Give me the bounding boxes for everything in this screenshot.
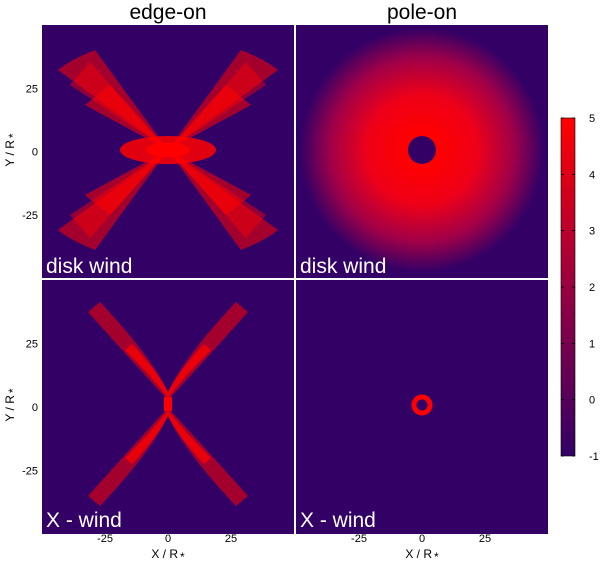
x-tick-label: 25 <box>479 533 491 545</box>
panel-label-x-wind-edge-on: X - wind <box>46 509 122 532</box>
colorbar-tick-label: 0 <box>589 395 595 407</box>
x-axis-label-left: X / R * <box>151 547 185 564</box>
y-tick-label: -25 <box>22 466 38 478</box>
x-wind-pole-on-emission <box>411 394 433 416</box>
colorbar-tick-label: 4 <box>589 169 595 181</box>
colorbar-tick-label: 1 <box>589 338 595 350</box>
x-axis-ticks: -25 0 25 -25 0 25 <box>97 533 491 545</box>
y-tick-label: -25 <box>22 210 38 222</box>
x-tick-label: -25 <box>351 533 367 545</box>
horizontal-separator <box>42 278 548 280</box>
disk-wind-pole-on-emission <box>300 28 544 272</box>
colorbar-tick-label: -1 <box>589 451 599 463</box>
y-tick-label: 25 <box>26 339 38 351</box>
disk-wind-edge-on-emission <box>58 50 278 250</box>
x-tick-label: 0 <box>165 533 171 545</box>
y-tick-label: 0 <box>32 402 38 414</box>
colorbar-tick-label: 2 <box>589 282 595 294</box>
central-hole <box>408 136 436 164</box>
column-title-pole-on: pole-on <box>387 1 457 24</box>
emission-ring <box>411 394 433 416</box>
panel-label-disk-wind-edge-on: disk wind <box>46 255 132 278</box>
colorbar-tick-label: 3 <box>589 226 595 238</box>
panel-label-x-wind-pole-on: X - wind <box>300 509 376 532</box>
panel-label-disk-wind-pole-on: disk wind <box>300 255 386 278</box>
y-axis-label-top: Y / R* <box>3 133 20 166</box>
x-tick-label: -25 <box>97 533 113 545</box>
panel-x-wind-pole-on <box>296 280 548 534</box>
y-axis-label-bottom: Y / R* <box>3 388 20 421</box>
y-axis-ticks: 25 0 -25 25 0 -25 <box>22 83 38 477</box>
x-tick-label: 25 <box>225 533 237 545</box>
y-tick-label: 25 <box>26 83 38 95</box>
x-axis-label-right: X / R * <box>405 547 439 564</box>
x-wind-edge-on-emission <box>88 302 248 506</box>
y-tick-label: 0 <box>32 147 38 159</box>
x-tick-label: 0 <box>419 533 425 545</box>
colorbar-tick-label: 5 <box>589 113 595 125</box>
colorbar-ticks: 5 4 3 2 1 0 -1 <box>561 113 599 463</box>
column-title-edge-on: edge-on <box>129 1 206 24</box>
